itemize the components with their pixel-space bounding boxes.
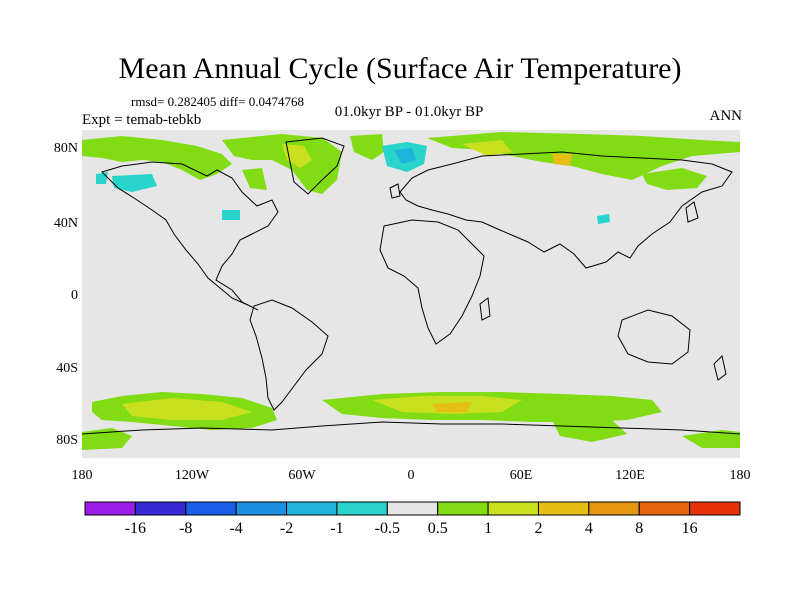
lat-label-40n: 40N bbox=[53, 216, 78, 231]
lon-label-180e: 180 bbox=[729, 468, 751, 483]
lat-label-80s: 80S bbox=[56, 433, 78, 448]
australia-coast bbox=[617, 309, 691, 365]
colorbar-label: -4 bbox=[229, 520, 243, 537]
southern-positive-anomalies bbox=[82, 392, 740, 450]
northern-negative-anomalies bbox=[96, 142, 610, 224]
anomaly-map bbox=[82, 130, 740, 458]
colorbar-swatch bbox=[336, 501, 388, 516]
chart-title: Mean Annual Cycle (Surface Air Temperatu… bbox=[118, 52, 682, 85]
lat-label-80n: 80N bbox=[53, 141, 78, 156]
lon-label-60w: 60W bbox=[288, 468, 316, 483]
colorbar-label: -16 bbox=[124, 520, 147, 537]
colorbar-label: 8 bbox=[635, 520, 644, 537]
lon-label-120e: 120E bbox=[615, 468, 645, 483]
lat-label-0: 0 bbox=[71, 288, 78, 303]
new-zealand-coast bbox=[713, 355, 727, 381]
colorbar-swatch bbox=[185, 501, 237, 516]
lon-label-120w: 120W bbox=[174, 468, 210, 483]
experiment-label: Expt = temab-tebkb bbox=[82, 112, 202, 128]
uk-coast bbox=[389, 183, 401, 199]
colorbar-swatch bbox=[286, 501, 338, 516]
greenland-coast bbox=[285, 137, 345, 195]
colorbar-swatch bbox=[537, 501, 590, 516]
colorbar-swatch bbox=[588, 501, 640, 516]
colorbar-swatch bbox=[638, 501, 691, 516]
colorbar-swatch bbox=[386, 501, 439, 516]
lon-label-0: 0 bbox=[407, 468, 415, 483]
colorbar-swatch bbox=[84, 501, 136, 516]
colorbar-swatch bbox=[437, 501, 489, 516]
time-period-label: 01.0kyr BP - 01.0kyr BP bbox=[334, 104, 484, 120]
lon-label-180w: 180 bbox=[71, 468, 93, 483]
japan-coast bbox=[685, 201, 699, 223]
northern-positive-anomalies bbox=[82, 132, 740, 194]
africa-coast bbox=[379, 219, 485, 345]
colorbar-swatch bbox=[689, 501, 741, 516]
colorbar-label: -2 bbox=[279, 520, 294, 537]
season-label: ANN bbox=[709, 108, 743, 124]
colorbar-swatch bbox=[134, 501, 187, 516]
colorbar-swatch bbox=[235, 501, 288, 516]
rmsd-diff-stats: rmsd= 0.282405 diff= 0.0474768 bbox=[131, 94, 304, 109]
colorbar-label: 4 bbox=[584, 520, 593, 537]
colorbar-label: 16 bbox=[681, 520, 698, 537]
south-america-coast bbox=[249, 299, 329, 411]
eurasia-coast bbox=[399, 151, 733, 269]
coastlines bbox=[82, 137, 740, 435]
colorbar-label: 0.5 bbox=[427, 520, 448, 537]
lon-label-60e: 60E bbox=[509, 468, 533, 483]
madagascar-coast bbox=[479, 297, 491, 321]
colorbar-label: 1 bbox=[484, 520, 493, 537]
colorbar-label: -1 bbox=[330, 520, 344, 537]
antarctica-coast bbox=[82, 421, 740, 435]
colorbar-label: -0.5 bbox=[374, 520, 400, 537]
north-america-coast bbox=[101, 161, 279, 311]
colorbar-label: 2 bbox=[534, 520, 543, 537]
colorbar-label: -8 bbox=[179, 520, 193, 537]
colorbar-swatch bbox=[487, 501, 539, 516]
lat-label-40s: 40S bbox=[56, 361, 78, 376]
